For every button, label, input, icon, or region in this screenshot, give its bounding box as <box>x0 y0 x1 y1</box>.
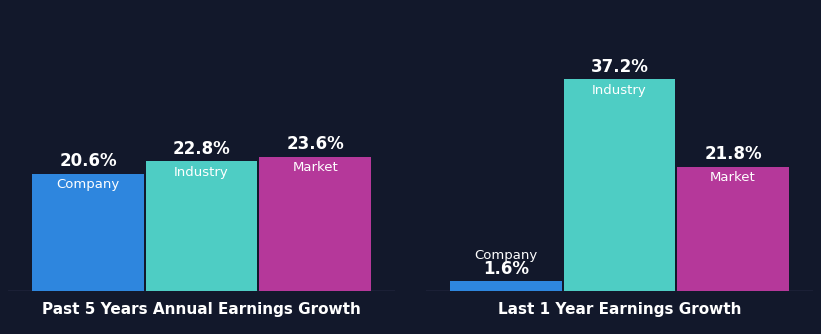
Bar <box>32 174 144 291</box>
Text: Market: Market <box>710 171 756 184</box>
Bar <box>146 161 258 291</box>
Text: 21.8%: 21.8% <box>704 145 762 163</box>
Text: 37.2%: 37.2% <box>590 58 649 76</box>
Text: 1.6%: 1.6% <box>483 260 529 278</box>
Text: Industry: Industry <box>174 166 229 179</box>
Text: 20.6%: 20.6% <box>59 152 117 170</box>
Text: Company: Company <box>474 249 538 262</box>
Bar <box>259 157 371 291</box>
Text: Market: Market <box>292 161 338 174</box>
X-axis label: Last 1 Year Earnings Growth: Last 1 Year Earnings Growth <box>498 302 741 317</box>
Text: 23.6%: 23.6% <box>287 135 344 153</box>
Bar <box>563 79 675 291</box>
Bar <box>677 167 789 291</box>
Bar <box>450 282 562 291</box>
Text: Company: Company <box>57 178 120 191</box>
Text: Industry: Industry <box>592 84 647 97</box>
X-axis label: Past 5 Years Annual Earnings Growth: Past 5 Years Annual Earnings Growth <box>42 302 361 317</box>
Text: 22.8%: 22.8% <box>172 140 231 158</box>
